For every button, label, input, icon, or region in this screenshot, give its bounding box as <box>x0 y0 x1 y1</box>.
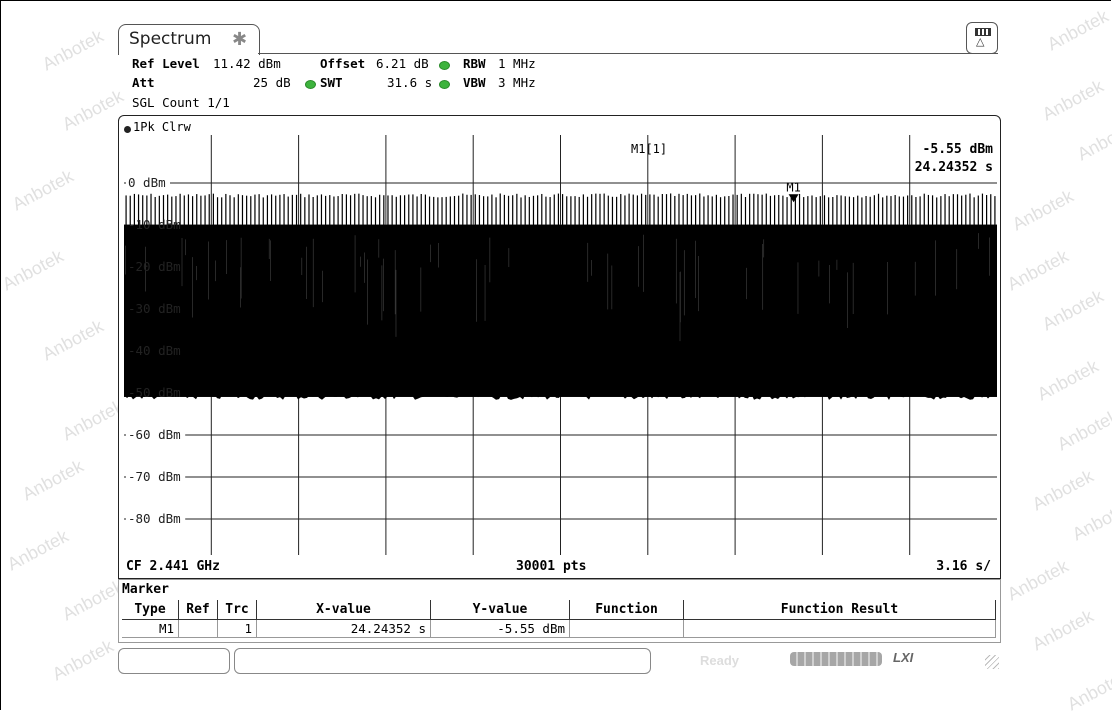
rbw-value[interactable]: 1 MHz <box>498 56 536 71</box>
table-row[interactable]: M1 1 24.24352 s -5.55 dBm <box>122 619 996 638</box>
swt-indicator <box>439 80 450 89</box>
marker-readout-level: -5.55 dBm <box>923 142 994 157</box>
marker-triangle-icon <box>788 194 799 203</box>
measurement-parameters: Ref Level 11.42 dBm Offset 6.21 dB RBW 1… <box>132 55 732 115</box>
lxi-logo: LXI <box>893 650 914 665</box>
trace-noise-floor <box>124 388 997 400</box>
marker-table[interactable]: Type Ref Trc X-value Y-value Function Fu… <box>122 600 996 638</box>
cell-trc: 1 <box>217 619 257 638</box>
offset-label: Offset <box>320 56 366 71</box>
y-tick-label: -10 dBm <box>128 217 181 232</box>
column-header: Y-value <box>430 600 570 620</box>
resize-grip-icon[interactable] <box>985 655 999 669</box>
column-header: Function Result <box>683 600 996 620</box>
vbw-value[interactable]: 3 MHz <box>498 75 536 90</box>
cell-x-value: 24.24352 s <box>256 619 431 638</box>
trace-waveform <box>124 193 997 400</box>
sweep-progress-bar <box>790 652 882 666</box>
tab-spectrum[interactable]: Spectrum ✱ <box>118 24 260 55</box>
marker-label: M1 <box>786 180 800 194</box>
cell-ref <box>178 619 218 638</box>
att-indicator <box>305 80 316 89</box>
y-tick-label: -60 dBm <box>128 427 181 442</box>
swt-value[interactable]: 31.6 s <box>387 75 433 90</box>
sweep-time-per-div: 3.16 s/ <box>936 559 991 574</box>
y-tick-label: -20 dBm <box>128 259 181 274</box>
column-header: Function <box>569 600 684 620</box>
rbw-label: RBW <box>463 56 486 71</box>
y-tick-label: -40 dBm <box>128 343 181 358</box>
cell-function-result <box>683 619 996 638</box>
pin-icon[interactable]: ✱ <box>232 29 248 50</box>
att-value[interactable]: 25 dB <box>253 75 291 90</box>
trace-label: 1Pk Clrw <box>133 120 191 134</box>
center-frequency: CF 2.441 GHz <box>126 559 220 574</box>
y-label-bg <box>126 510 186 525</box>
offset-indicator <box>439 61 450 70</box>
cell-type: M1 <box>122 619 179 638</box>
y-tick-label: -70 dBm <box>128 469 181 484</box>
layout-toggle-icon <box>975 28 991 36</box>
triangle-up-icon: △ <box>976 35 985 48</box>
cell-function <box>569 619 684 638</box>
att-label: Att <box>132 75 155 90</box>
status-message-field <box>234 648 651 674</box>
y-tick-label: -30 dBm <box>128 301 181 316</box>
column-header: Trc <box>217 600 257 620</box>
trace-indicator-icon <box>124 126 131 133</box>
marker-m1[interactable]: M1 <box>786 180 801 203</box>
column-header: X-value <box>256 600 431 620</box>
status-ready: Ready <box>700 653 740 668</box>
y-label-bg <box>126 468 186 483</box>
column-header: Type <box>122 600 179 620</box>
marker-table-title: Marker <box>122 582 169 597</box>
marker-readout-time: 24.24352 s <box>915 160 993 175</box>
y-label-bg <box>126 174 170 189</box>
y-tick-label: -80 dBm <box>128 511 181 526</box>
marker-readout-label: M1[1] <box>631 142 667 156</box>
trace-body <box>124 224 997 397</box>
sweep-points: 30001 pts <box>516 559 587 574</box>
y-label-bg <box>126 426 186 441</box>
vbw-label: VBW <box>463 75 486 90</box>
layout-toggle-button[interactable]: △ <box>966 22 998 54</box>
ref-level-value[interactable]: 11.42 dBm <box>213 56 281 71</box>
ref-level-label: Ref Level <box>132 56 200 71</box>
column-header: Ref <box>178 600 218 620</box>
cell-y-value: -5.55 dBm <box>430 619 570 638</box>
status-field-left[interactable] <box>118 648 230 674</box>
tab-spectrum-label: Spectrum <box>129 29 212 49</box>
swt-label: SWT <box>320 75 343 90</box>
y-axis-labels: 0 dBm -10 dBm -20 dBm -30 dBm -40 dBm -50 dBm… <box>126 174 186 526</box>
diagram-footer: CF 2.441 GHz 30001 pts 3.16 s/ <box>124 557 997 577</box>
trace-plot[interactable]: 0 dBm -10 dBm -20 dBm -30 dBm -40 dBm -50 dBm… <box>124 135 997 555</box>
tab-divider <box>258 53 998 54</box>
y-tick-label: 0 dBm <box>128 175 166 190</box>
offset-value[interactable]: 6.21 dB <box>376 56 429 71</box>
sgl-count: SGL Count 1/1 <box>132 95 230 110</box>
y-tick-label: -50 dBm <box>128 385 181 400</box>
